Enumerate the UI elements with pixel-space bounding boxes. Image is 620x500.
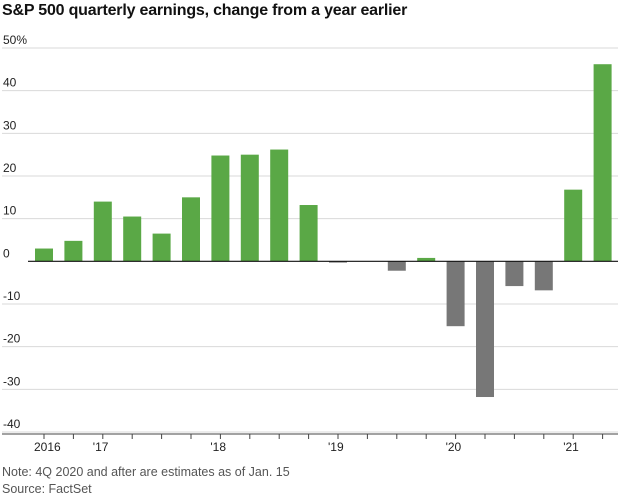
bar	[35, 248, 53, 262]
x-tick-label: '18	[210, 440, 226, 454]
y-tick-label: 40	[3, 76, 17, 90]
bar	[564, 189, 583, 262]
bar	[182, 197, 200, 262]
y-tick-label: -40	[3, 417, 21, 431]
bar	[534, 261, 553, 291]
bar	[240, 154, 259, 262]
note-text: Note: 4Q 2020 and after are estimates as…	[2, 465, 290, 479]
bars	[35, 64, 612, 398]
y-tick-label: 0	[3, 246, 10, 260]
bar	[270, 149, 289, 262]
x-axis: 2016 '17 '18 '19 '20 '21	[2, 433, 618, 454]
bar	[93, 201, 112, 262]
y-tick-label: 50%	[3, 33, 27, 47]
bar	[476, 261, 494, 398]
y-tick-label: 30	[3, 118, 17, 132]
bar	[329, 261, 347, 263]
x-tick-label: '17	[93, 440, 109, 454]
y-tick-label: 10	[3, 204, 17, 218]
bar	[123, 216, 142, 262]
bar	[299, 205, 318, 262]
chart-title: S&P 500 quarterly earnings, change from …	[2, 2, 408, 19]
bar	[593, 64, 612, 262]
y-tick-label: -30	[3, 374, 21, 388]
x-tick-label: '20	[446, 440, 462, 454]
y-tick-label: 20	[3, 161, 17, 175]
source-text: Source: FactSet	[2, 482, 92, 496]
chart-notes: Note: 4Q 2020 and after are estimates as…	[2, 464, 290, 498]
x-tick-label: 2016	[34, 440, 61, 454]
bar	[446, 261, 465, 327]
bar	[387, 261, 406, 271]
bar	[505, 261, 524, 287]
y-axis-labels: -40 -30 -20 -10 0 10 20 30 40 50%	[3, 33, 27, 431]
x-tick-label: '21	[563, 440, 579, 454]
bar	[152, 233, 171, 262]
bar	[211, 155, 230, 262]
bar	[417, 257, 436, 262]
y-tick-label: -20	[3, 332, 21, 346]
y-tick-label: -10	[3, 289, 21, 303]
bar	[64, 240, 83, 262]
x-tick-label: '19	[328, 440, 344, 454]
